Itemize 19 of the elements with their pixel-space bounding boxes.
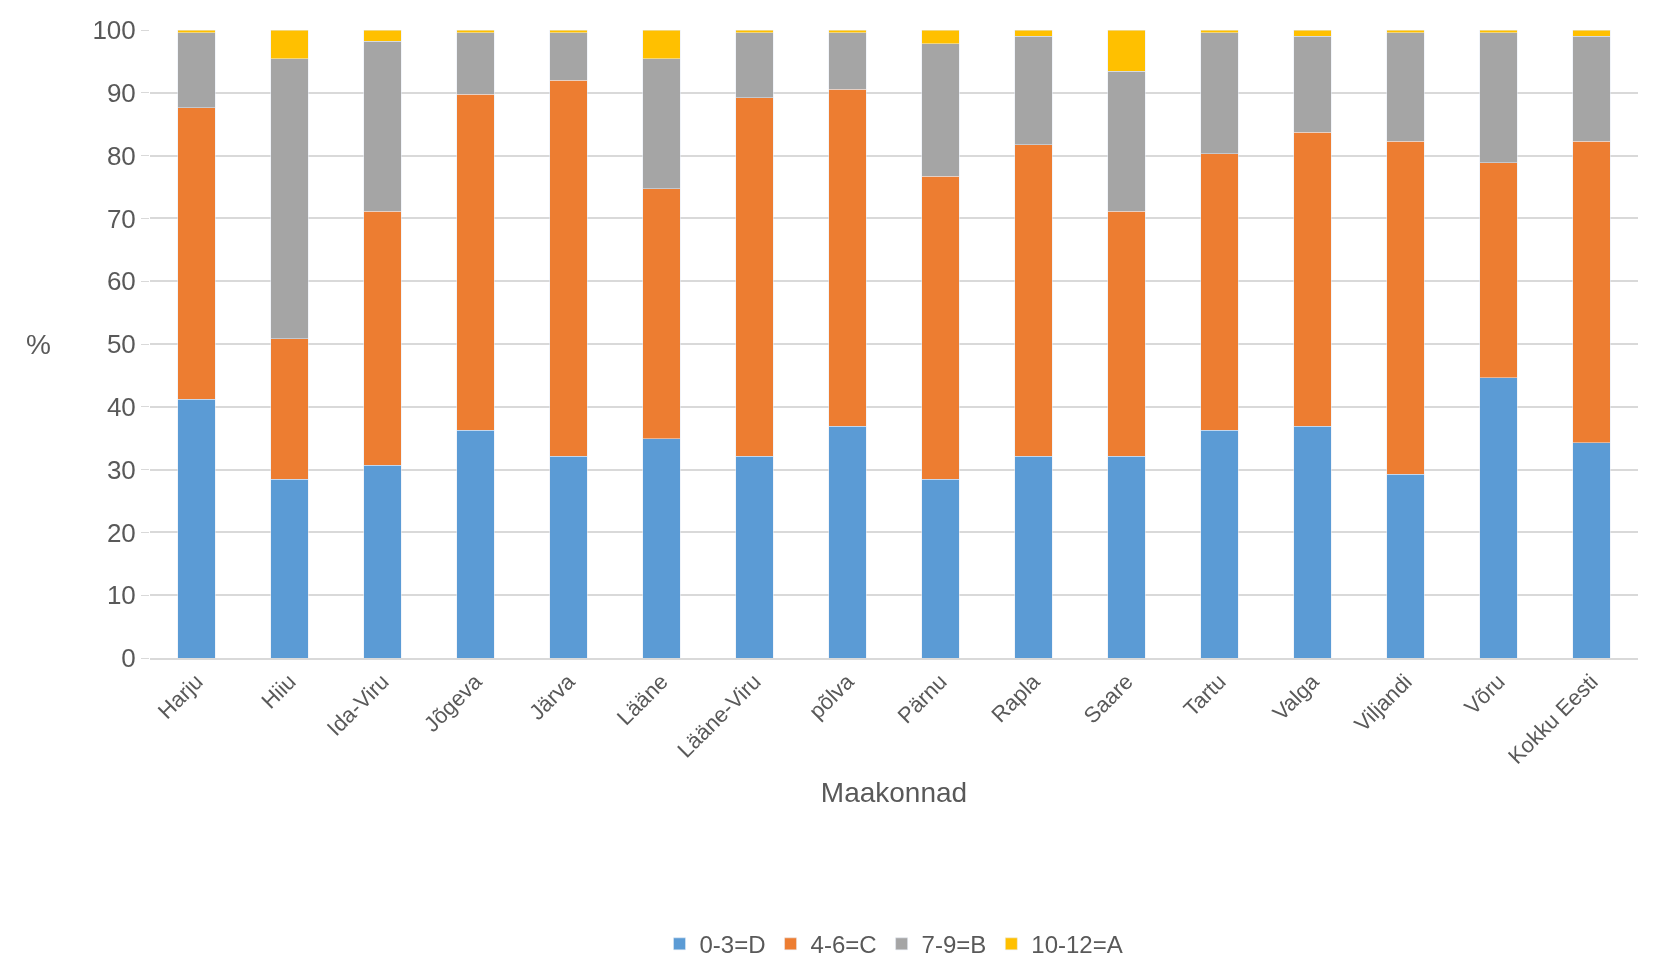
y-tick-label: 90 — [106, 77, 136, 108]
legend-label: 10-12=A — [1031, 931, 1123, 959]
x-tick-label: Hiiu — [256, 669, 301, 714]
y-axis-title: % — [26, 329, 51, 360]
y-tick-label: 70 — [106, 203, 136, 234]
y-tick-label: 60 — [106, 266, 136, 297]
y-tick-label: 80 — [106, 140, 136, 171]
legend-label: 7-9=B — [921, 931, 987, 959]
y-tick-label: 100 — [92, 15, 136, 46]
y-tick-label: 0 — [121, 643, 136, 674]
legend-label: 0-3=D — [699, 931, 766, 959]
y-tick-label: 40 — [106, 391, 136, 422]
y-tick-label: 10 — [106, 580, 136, 611]
y-tick-label: 30 — [106, 454, 136, 485]
x-axis-title: Maakonnad — [820, 777, 968, 809]
x-tick-label: Võru — [1459, 669, 1510, 720]
legend-label: 4-6=C — [810, 931, 877, 959]
y-tick-label: 20 — [106, 517, 136, 548]
y-tick-label: 50 — [106, 329, 136, 360]
